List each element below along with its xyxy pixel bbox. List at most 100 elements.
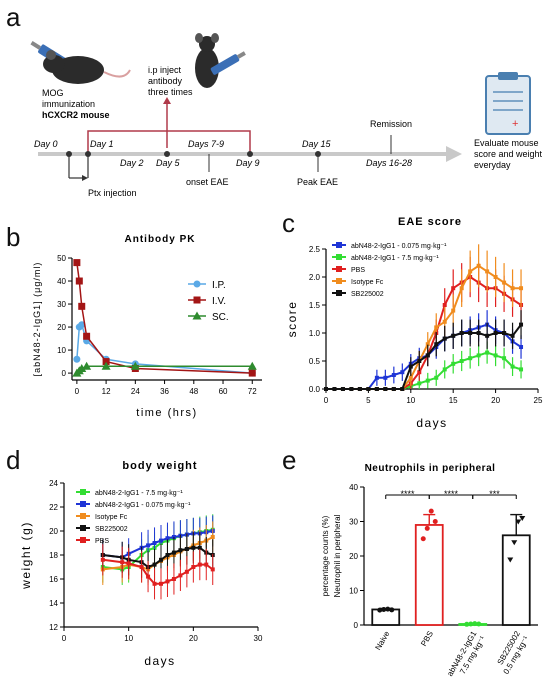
y-tick-label: 30 <box>349 518 358 527</box>
data-point <box>432 519 438 524</box>
data-point <box>459 331 464 335</box>
x-tick-label: 15 <box>449 396 458 405</box>
data-point <box>381 606 387 612</box>
evaluate-3: everyday <box>474 160 511 170</box>
data-point <box>248 369 256 377</box>
panel-label-d: d <box>6 445 21 475</box>
y-tick-label: 2.0 <box>309 273 321 282</box>
data-point <box>77 363 87 372</box>
legend-marker <box>80 513 86 519</box>
data-point <box>417 370 422 375</box>
data-point <box>204 562 209 567</box>
x-tick-label: 20 <box>491 396 500 405</box>
data-point <box>493 275 498 279</box>
legend-marker <box>192 311 202 320</box>
data-point <box>171 577 176 581</box>
mouse-upright-icon <box>195 33 219 88</box>
data-point <box>502 331 507 335</box>
y-tick-label: 1.0 <box>309 329 321 338</box>
data-point <box>451 333 456 338</box>
category-label-line: PBS <box>419 630 435 648</box>
eae-score-chart: EAE score 0 5 10 15 20 25 0.0 0.5 1.0 1.5 2.0 2.5 day… <box>285 216 543 430</box>
data-point <box>519 367 524 372</box>
legend-label: SC. <box>212 312 229 323</box>
legend-label: SB225002 <box>95 526 128 533</box>
data-point <box>468 621 474 627</box>
significance-stars: **** <box>400 489 415 499</box>
x-tick-label: 20 <box>189 634 198 643</box>
data-point <box>126 561 131 566</box>
data-point <box>451 286 456 291</box>
y-tick-label: 20 <box>349 552 358 561</box>
x-axis-label: days <box>416 416 447 430</box>
data-point <box>408 375 413 380</box>
data-point <box>366 387 371 391</box>
data-point <box>400 387 405 391</box>
data-point <box>515 519 522 525</box>
data-point <box>73 355 81 363</box>
remission-label: Remission <box>370 119 412 129</box>
data-point <box>100 557 105 562</box>
legend-marker <box>80 537 86 543</box>
data-point <box>417 359 422 363</box>
significance-stars: *** <box>489 489 500 499</box>
y-axis-label: score <box>285 301 299 338</box>
x-tick-label: 12 <box>102 387 111 396</box>
y-tick-label: 14 <box>49 599 58 608</box>
data-point <box>408 364 413 369</box>
data-point <box>424 525 430 531</box>
data-point <box>519 516 526 522</box>
legend-label: Isotype Fc <box>351 279 384 286</box>
data-point <box>485 333 490 338</box>
syringe-icon-2 <box>210 51 246 75</box>
legend-marker <box>336 290 342 296</box>
inject-caption-1: i.p inject <box>148 65 182 75</box>
y-tick-label: 22 <box>49 503 58 512</box>
legend-label: SB225002 <box>351 291 384 298</box>
data-point <box>73 259 81 267</box>
body-weight-chart: body weight 0 10 20 30 12 14 16 18 20 22 24 days weig… <box>19 460 263 668</box>
data-point <box>510 364 515 369</box>
legend-label: PBS <box>95 538 109 545</box>
data-point <box>502 280 507 285</box>
data-point <box>391 387 396 391</box>
data-point <box>197 545 202 550</box>
data-point <box>171 550 176 555</box>
data-point <box>389 607 395 613</box>
data-point <box>476 263 481 268</box>
legend-marker <box>336 242 342 248</box>
data-point <box>425 353 430 358</box>
data-point <box>468 269 473 274</box>
legend-label: I.V. <box>212 296 226 307</box>
category-label: Naive <box>373 629 391 652</box>
x-tick-label: 10 <box>406 396 415 405</box>
data-point <box>197 562 202 567</box>
data-point <box>191 565 196 569</box>
series-line <box>102 546 214 569</box>
evaluate-1: Evaluate mouse <box>474 138 539 148</box>
data-point <box>464 621 470 627</box>
x-tick-label: 0 <box>75 387 80 396</box>
data-point <box>374 387 379 391</box>
data-point <box>210 535 215 539</box>
data-point <box>485 350 490 355</box>
y-tick-label: 0.0 <box>309 385 321 394</box>
panel-label-e: e <box>282 445 297 475</box>
legend-label: abN48-2-IgG1 - 0.075 mg·kg⁻¹ <box>95 502 191 509</box>
panel-label-b: b <box>6 222 21 252</box>
x-tick-label: 0 <box>62 634 67 643</box>
data-point <box>434 375 439 380</box>
data-point <box>374 375 379 380</box>
data-point <box>165 553 170 557</box>
data-point <box>184 569 189 574</box>
data-point <box>383 375 388 380</box>
category-label: SB2250020.5 mg·kg⁻¹ <box>493 629 531 676</box>
svg-text:+: + <box>512 118 518 130</box>
legend-label: abN48-2-IgG1 - 0.075 mg·kg⁻¹ <box>351 243 447 250</box>
y-tick-label: 50 <box>57 254 66 263</box>
inject-caption-3: three times <box>148 87 193 97</box>
significance-stars: **** <box>444 489 459 499</box>
day-15: Day 15 <box>302 139 332 149</box>
data-point <box>476 353 481 358</box>
data-point <box>451 308 456 313</box>
